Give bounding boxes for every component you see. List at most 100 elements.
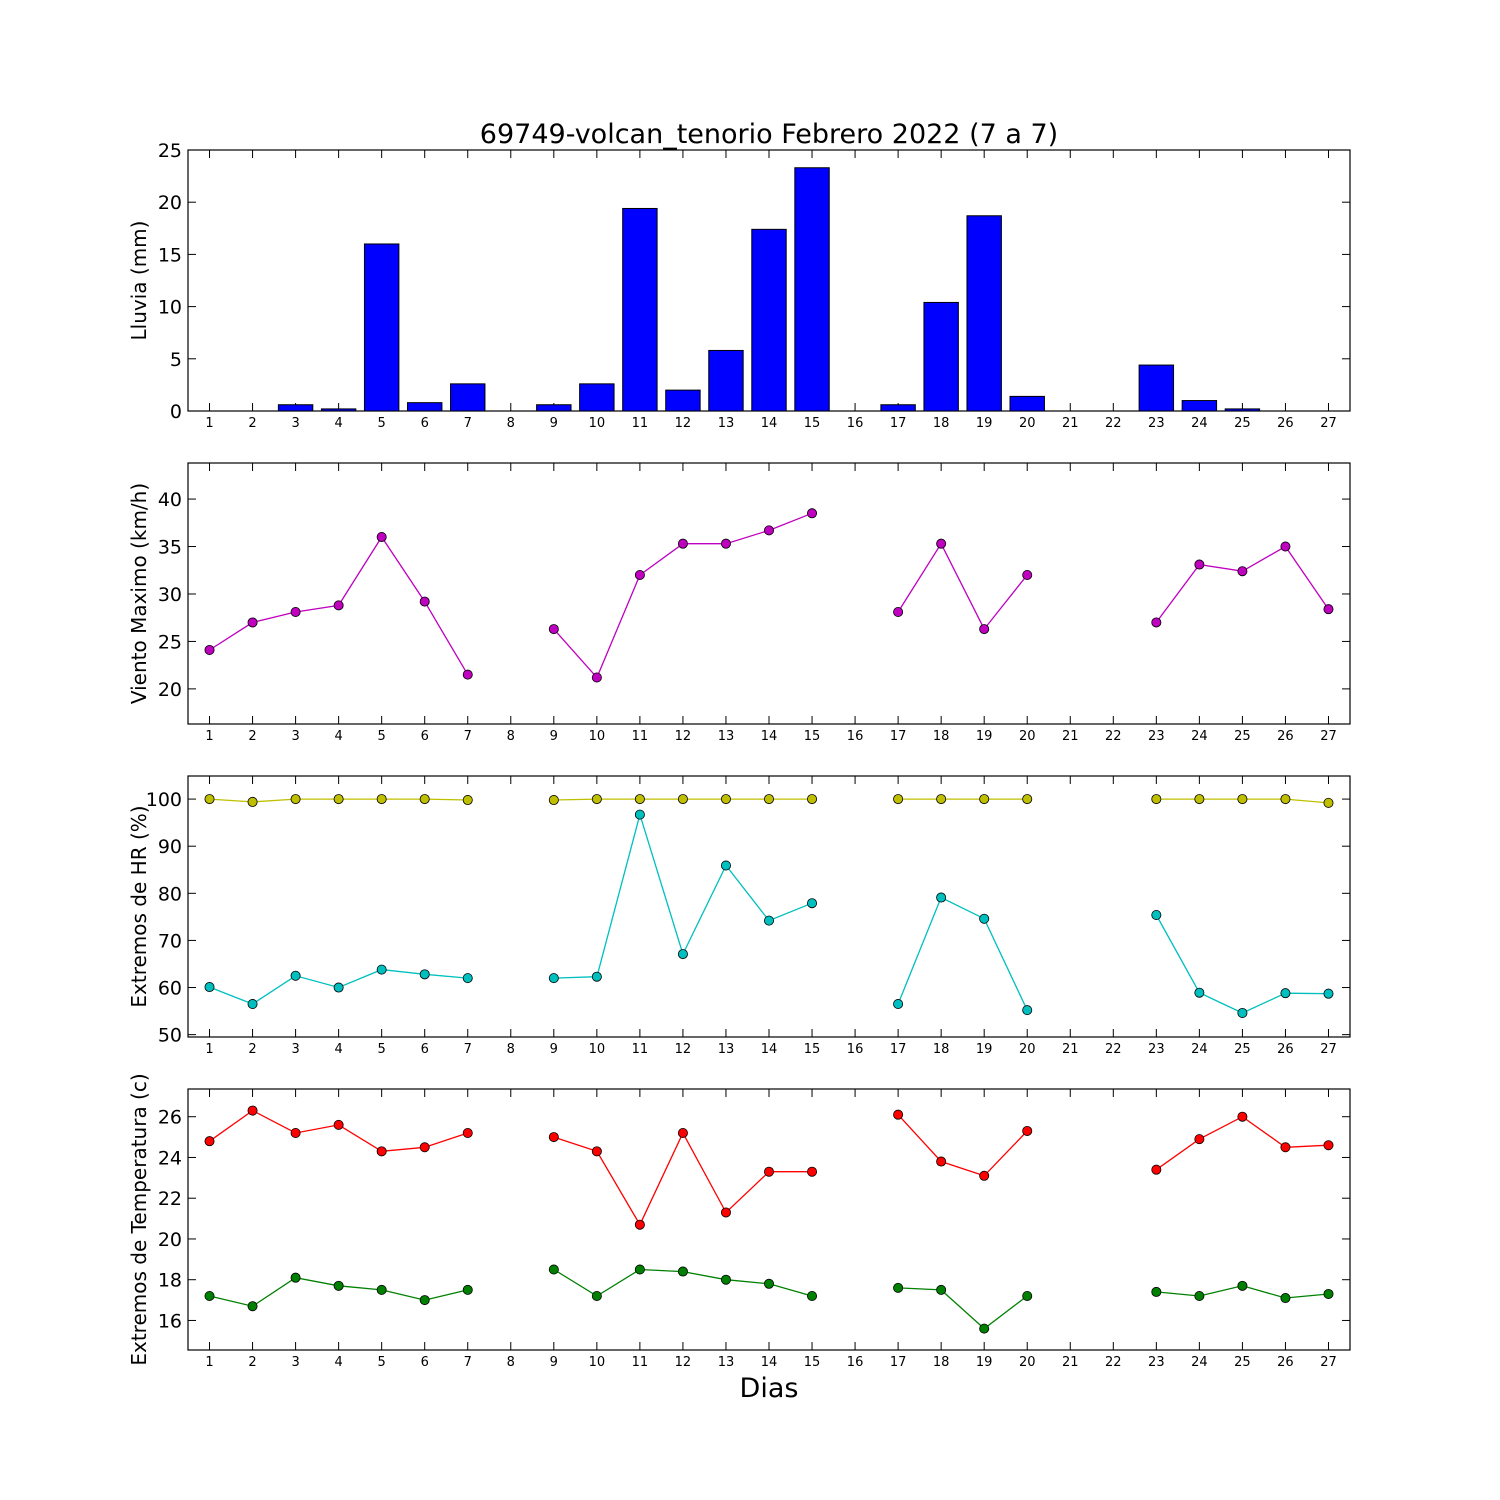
x-tick-label: 8: [507, 729, 515, 744]
y-axis-label: Lluvia (mm): [127, 221, 151, 341]
y-axis-label: Extremos de Temperatura (c): [127, 1073, 151, 1365]
y-tick-label: 30: [158, 584, 182, 606]
data-point: [247, 999, 258, 1010]
chart-title: 69749-volcan_tenorio Febrero 2022 (7 a 7…: [480, 119, 1058, 150]
data-point: [548, 1132, 559, 1143]
data-point: [1280, 1293, 1291, 1304]
y-axis-label: Extremos de HR (%): [127, 805, 151, 1007]
bar: [320, 408, 357, 412]
x-tick-label: 15: [804, 1042, 821, 1057]
data-point: [720, 1207, 731, 1218]
x-tick-label: 15: [804, 729, 821, 744]
bar: [966, 215, 1002, 412]
y-tick-label: 26: [158, 1107, 182, 1129]
x-tick-label: 20: [1019, 1042, 1036, 1057]
x-tick-label: 3: [291, 1042, 299, 1057]
bar: [1224, 408, 1261, 412]
x-tick-label: 25: [1234, 1355, 1251, 1370]
data-point: [1194, 794, 1205, 805]
x-tick-label: 17: [890, 1042, 907, 1057]
x-tick-label: 1: [205, 729, 213, 744]
x-tick-label: 25: [1234, 416, 1251, 431]
data-point: [1151, 1286, 1162, 1297]
data-point: [936, 1284, 947, 1295]
x-tick-label: 21: [1062, 1042, 1079, 1057]
data-point: [807, 1166, 818, 1177]
x-tick-label: 26: [1277, 729, 1294, 744]
data-point: [376, 794, 387, 805]
y-tick-label: 24: [158, 1147, 182, 1169]
data-point: [591, 1146, 602, 1157]
x-tick-label: 21: [1062, 1355, 1079, 1370]
x-tick-label: 20: [1019, 416, 1036, 431]
x-tick-label: 15: [804, 416, 821, 431]
data-point: [419, 1142, 430, 1153]
data-point: [290, 1272, 301, 1283]
y-tick-label: 100: [146, 789, 182, 811]
data-point: [936, 794, 947, 805]
x-tick-label: 6: [421, 729, 429, 744]
data-point: [1022, 1125, 1033, 1136]
data-point: [290, 607, 301, 618]
data-point: [333, 1119, 344, 1130]
data-point: [290, 794, 301, 805]
data-point: [1022, 794, 1033, 805]
x-tick-label: 17: [890, 1355, 907, 1370]
data-point: [1151, 1164, 1162, 1175]
x-tick-label: 19: [976, 1042, 993, 1057]
x-tick-label: 9: [550, 416, 558, 431]
data-point: [204, 644, 215, 655]
x-tick-label: 9: [550, 1355, 558, 1370]
x-tick-label: 7: [464, 1042, 472, 1057]
data-point: [1194, 1134, 1205, 1145]
x-tick-label: 12: [675, 729, 692, 744]
x-tick-label: 18: [933, 1042, 950, 1057]
x-tick-label: 22: [1105, 729, 1122, 744]
bar: [406, 402, 443, 412]
data-point: [462, 795, 473, 806]
data-point: [1237, 566, 1248, 577]
data-point: [979, 624, 990, 635]
data-point: [677, 1128, 688, 1139]
x-tick-label: 1: [205, 416, 213, 431]
data-point: [247, 796, 258, 807]
x-tick-label: 2: [248, 1042, 256, 1057]
y-tick-label: 10: [158, 297, 182, 319]
x-tick-label: 26: [1277, 1355, 1294, 1370]
x-tick-label: 23: [1148, 729, 1165, 744]
x-tick-label: 5: [378, 1355, 386, 1370]
data-point: [807, 508, 818, 519]
x-tick-label: 7: [464, 729, 472, 744]
bar: [579, 383, 615, 412]
data-point: [591, 1291, 602, 1302]
x-tick-label: 20: [1019, 1355, 1036, 1370]
data-point: [462, 1128, 473, 1139]
x-tick-label: 24: [1191, 1042, 1208, 1057]
x-tick-label: 27: [1320, 1042, 1337, 1057]
x-tick-label: 23: [1148, 416, 1165, 431]
data-point: [1280, 1142, 1291, 1153]
x-tick-label: 14: [761, 1355, 778, 1370]
data-point: [548, 795, 559, 806]
data-point: [720, 538, 731, 549]
x-tick-label: 10: [589, 1355, 606, 1370]
data-point: [419, 1295, 430, 1306]
x-tick-label: 14: [761, 729, 778, 744]
data-point: [1151, 909, 1162, 920]
x-tick-label: 16: [847, 416, 864, 431]
data-point: [462, 1284, 473, 1295]
x-tick-label: 11: [632, 1042, 649, 1057]
data-point: [1151, 617, 1162, 628]
bar: [622, 207, 658, 412]
x-tick-label: 13: [718, 1355, 735, 1370]
x-tick-label: 15: [804, 1355, 821, 1370]
data-point: [419, 969, 430, 980]
x-tick-label: 8: [507, 1042, 515, 1057]
x-tick-label: 14: [761, 1042, 778, 1057]
x-tick-label: 23: [1148, 1042, 1165, 1057]
data-point: [1280, 541, 1291, 552]
x-tick-label: 17: [890, 729, 907, 744]
data-point: [462, 669, 473, 680]
y-tick-label: 22: [158, 1188, 182, 1210]
